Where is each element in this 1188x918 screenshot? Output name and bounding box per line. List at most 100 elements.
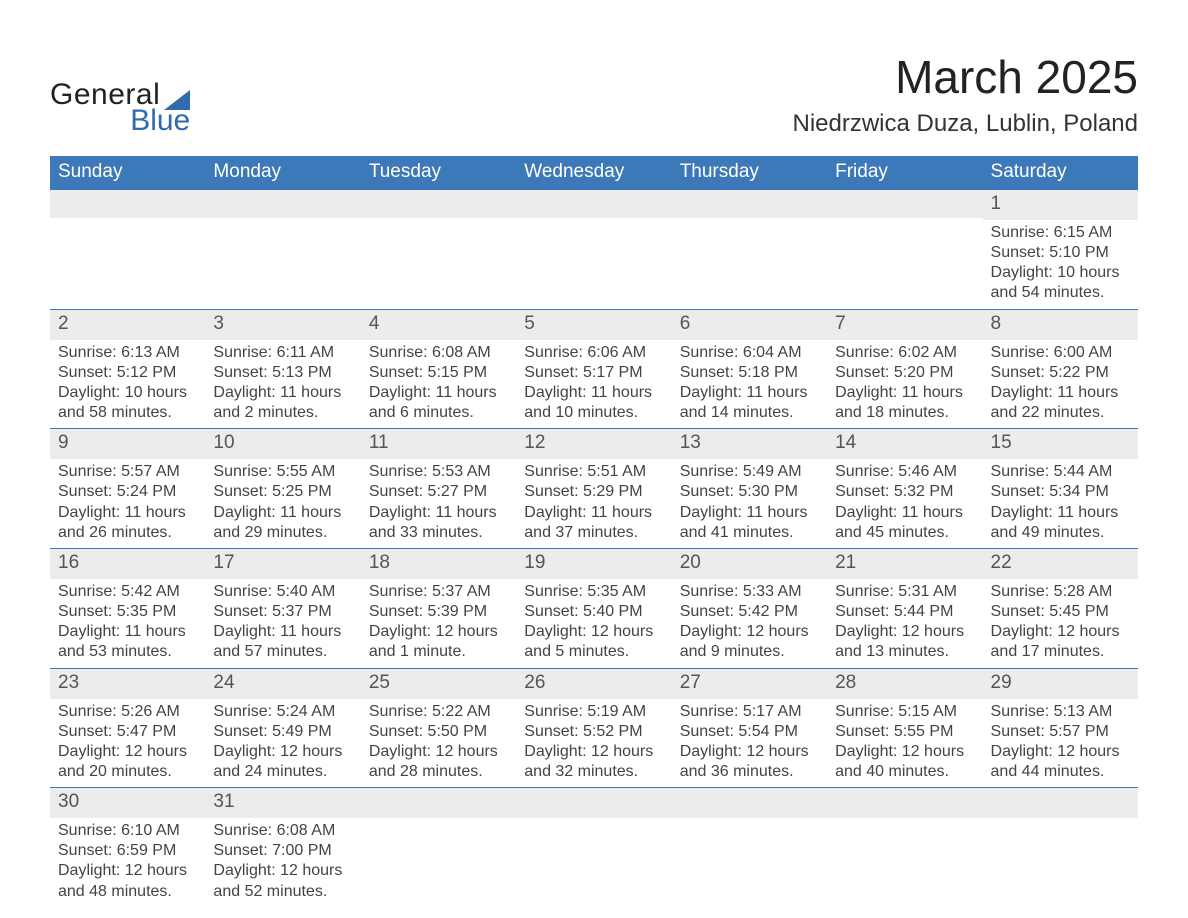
calendar-cell [361, 788, 516, 907]
day-number: 30 [50, 788, 205, 818]
day-number-empty [205, 190, 360, 218]
day-details: Sunrise: 5:22 AMSunset: 5:50 PMDaylight:… [361, 699, 516, 788]
day-details: Sunrise: 5:19 AMSunset: 5:52 PMDaylight:… [516, 699, 671, 788]
day-number-empty [672, 788, 827, 818]
brand-logo: General Blue [50, 50, 190, 136]
day-number: 29 [983, 669, 1138, 699]
calendar-cell: 6Sunrise: 6:04 AMSunset: 5:18 PMDaylight… [672, 309, 827, 429]
calendar-cell [827, 190, 982, 309]
day-number: 24 [205, 669, 360, 699]
day-details: Sunrise: 5:17 AMSunset: 5:54 PMDaylight:… [672, 699, 827, 788]
title-block: March 2025 Niedrzwica Duza, Lublin, Pola… [792, 50, 1138, 138]
day-header: Saturday [983, 156, 1138, 190]
calendar-cell: 15Sunrise: 5:44 AMSunset: 5:34 PMDayligh… [983, 429, 1138, 549]
day-number-empty [361, 788, 516, 818]
calendar-cell: 8Sunrise: 6:00 AMSunset: 5:22 PMDaylight… [983, 309, 1138, 429]
day-number: 20 [672, 549, 827, 579]
calendar-week: 30Sunrise: 6:10 AMSunset: 6:59 PMDayligh… [50, 788, 1138, 907]
calendar-cell: 19Sunrise: 5:35 AMSunset: 5:40 PMDayligh… [516, 548, 671, 668]
calendar-cell: 23Sunrise: 5:26 AMSunset: 5:47 PMDayligh… [50, 668, 205, 788]
calendar-cell: 9Sunrise: 5:57 AMSunset: 5:24 PMDaylight… [50, 429, 205, 549]
day-details: Sunrise: 5:44 AMSunset: 5:34 PMDaylight:… [983, 459, 1138, 548]
day-header: Monday [205, 156, 360, 190]
calendar-cell [983, 788, 1138, 907]
day-number: 22 [983, 549, 1138, 579]
header: General Blue March 2025 Niedrzwica Duza,… [50, 50, 1138, 138]
brand-line2: Blue [50, 106, 190, 136]
day-details: Sunrise: 6:13 AMSunset: 5:12 PMDaylight:… [50, 340, 205, 429]
calendar-week: 23Sunrise: 5:26 AMSunset: 5:47 PMDayligh… [50, 668, 1138, 788]
calendar-cell: 25Sunrise: 5:22 AMSunset: 5:50 PMDayligh… [361, 668, 516, 788]
location-text: Niedrzwica Duza, Lublin, Poland [792, 110, 1138, 138]
day-number: 28 [827, 669, 982, 699]
calendar-cell: 26Sunrise: 5:19 AMSunset: 5:52 PMDayligh… [516, 668, 671, 788]
calendar-cell: 1Sunrise: 6:15 AMSunset: 5:10 PMDaylight… [983, 190, 1138, 309]
day-details: Sunrise: 5:46 AMSunset: 5:32 PMDaylight:… [827, 459, 982, 548]
day-details: Sunrise: 6:02 AMSunset: 5:20 PMDaylight:… [827, 340, 982, 429]
calendar-cell [361, 190, 516, 309]
day-number-empty [361, 190, 516, 218]
calendar-cell: 5Sunrise: 6:06 AMSunset: 5:17 PMDaylight… [516, 309, 671, 429]
day-number: 2 [50, 310, 205, 340]
calendar-week: 2Sunrise: 6:13 AMSunset: 5:12 PMDaylight… [50, 309, 1138, 429]
day-body-empty [672, 218, 827, 307]
day-number: 1 [983, 190, 1138, 220]
calendar-cell [50, 190, 205, 309]
day-body-empty [50, 218, 205, 307]
calendar-cell: 28Sunrise: 5:15 AMSunset: 5:55 PMDayligh… [827, 668, 982, 788]
day-body-empty [827, 218, 982, 307]
calendar-cell [672, 190, 827, 309]
day-number: 16 [50, 549, 205, 579]
day-details: Sunrise: 6:00 AMSunset: 5:22 PMDaylight:… [983, 340, 1138, 429]
day-number: 15 [983, 429, 1138, 459]
day-details: Sunrise: 5:33 AMSunset: 5:42 PMDaylight:… [672, 579, 827, 668]
day-details: Sunrise: 5:35 AMSunset: 5:40 PMDaylight:… [516, 579, 671, 668]
day-details: Sunrise: 5:26 AMSunset: 5:47 PMDaylight:… [50, 699, 205, 788]
day-number: 21 [827, 549, 982, 579]
calendar-cell: 22Sunrise: 5:28 AMSunset: 5:45 PMDayligh… [983, 548, 1138, 668]
page-title: March 2025 [792, 50, 1138, 104]
brand-triangle-icon [164, 90, 190, 110]
calendar-week: 1Sunrise: 6:15 AMSunset: 5:10 PMDaylight… [50, 190, 1138, 309]
calendar-cell: 31Sunrise: 6:08 AMSunset: 7:00 PMDayligh… [205, 788, 360, 907]
day-header: Wednesday [516, 156, 671, 190]
day-details: Sunrise: 5:13 AMSunset: 5:57 PMDaylight:… [983, 699, 1138, 788]
day-number: 12 [516, 429, 671, 459]
day-number-empty [827, 190, 982, 218]
day-number: 3 [205, 310, 360, 340]
day-details: Sunrise: 5:37 AMSunset: 5:39 PMDaylight:… [361, 579, 516, 668]
calendar-cell [672, 788, 827, 907]
calendar-cell: 4Sunrise: 6:08 AMSunset: 5:15 PMDaylight… [361, 309, 516, 429]
day-number: 8 [983, 310, 1138, 340]
calendar-cell: 30Sunrise: 6:10 AMSunset: 6:59 PMDayligh… [50, 788, 205, 907]
calendar-week: 9Sunrise: 5:57 AMSunset: 5:24 PMDaylight… [50, 429, 1138, 549]
calendar-table: SundayMondayTuesdayWednesdayThursdayFrid… [50, 156, 1138, 907]
calendar-cell: 17Sunrise: 5:40 AMSunset: 5:37 PMDayligh… [205, 548, 360, 668]
day-number-empty [50, 190, 205, 218]
day-details: Sunrise: 6:08 AMSunset: 7:00 PMDaylight:… [205, 818, 360, 907]
calendar-cell: 3Sunrise: 6:11 AMSunset: 5:13 PMDaylight… [205, 309, 360, 429]
day-number: 26 [516, 669, 671, 699]
day-number: 27 [672, 669, 827, 699]
calendar-cell: 12Sunrise: 5:51 AMSunset: 5:29 PMDayligh… [516, 429, 671, 549]
day-header: Friday [827, 156, 982, 190]
day-number: 13 [672, 429, 827, 459]
day-details: Sunrise: 5:49 AMSunset: 5:30 PMDaylight:… [672, 459, 827, 548]
day-number: 10 [205, 429, 360, 459]
calendar-cell: 10Sunrise: 5:55 AMSunset: 5:25 PMDayligh… [205, 429, 360, 549]
day-number: 14 [827, 429, 982, 459]
day-number: 17 [205, 549, 360, 579]
day-details: Sunrise: 6:06 AMSunset: 5:17 PMDaylight:… [516, 340, 671, 429]
day-number-empty [672, 190, 827, 218]
day-body-empty [361, 218, 516, 307]
day-number: 5 [516, 310, 671, 340]
day-number: 19 [516, 549, 671, 579]
day-details: Sunrise: 5:51 AMSunset: 5:29 PMDaylight:… [516, 459, 671, 548]
calendar-cell: 2Sunrise: 6:13 AMSunset: 5:12 PMDaylight… [50, 309, 205, 429]
day-details: Sunrise: 5:28 AMSunset: 5:45 PMDaylight:… [983, 579, 1138, 668]
day-number: 23 [50, 669, 205, 699]
day-number: 18 [361, 549, 516, 579]
calendar-cell: 13Sunrise: 5:49 AMSunset: 5:30 PMDayligh… [672, 429, 827, 549]
day-header: Thursday [672, 156, 827, 190]
calendar-cell: 14Sunrise: 5:46 AMSunset: 5:32 PMDayligh… [827, 429, 982, 549]
